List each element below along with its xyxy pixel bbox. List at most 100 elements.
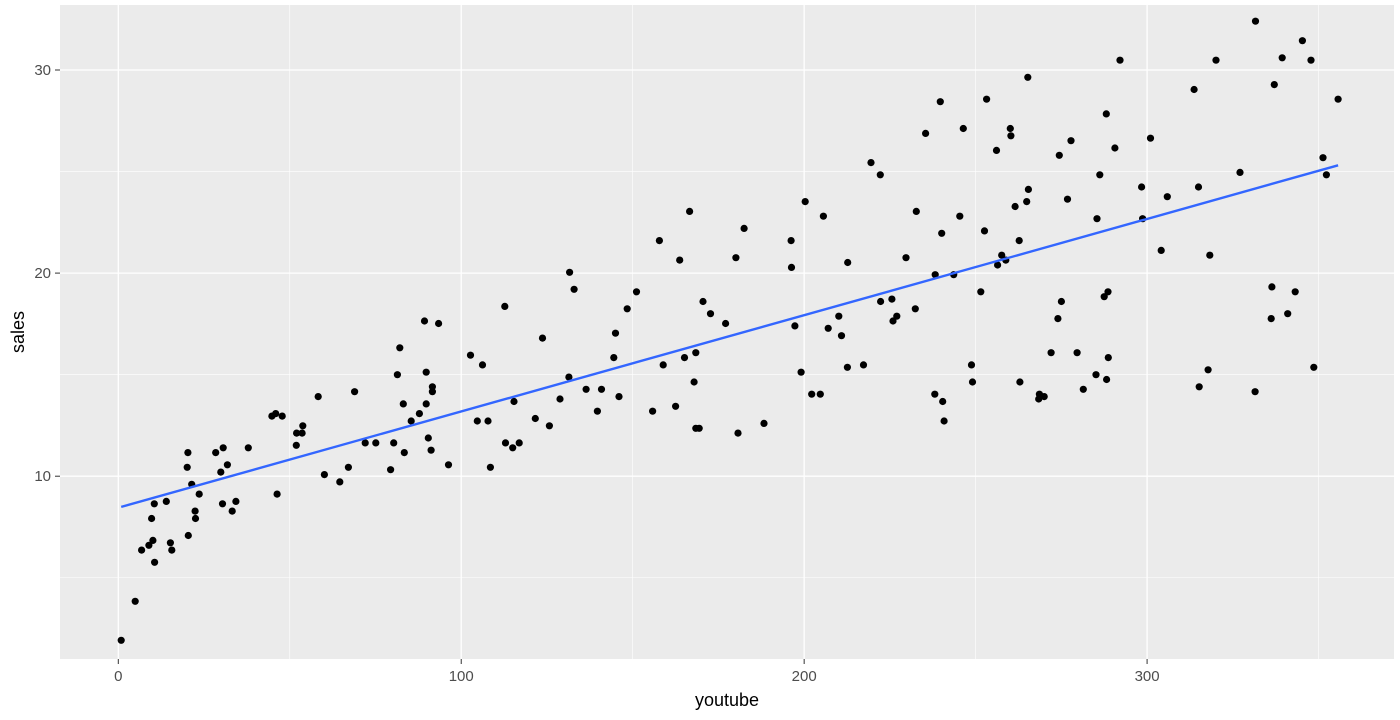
data-point [420, 317, 429, 325]
data-point [1092, 371, 1100, 379]
data-point [1291, 288, 1299, 296]
x-tick-label: 0 [114, 668, 122, 685]
y-axis-title: sales [8, 311, 28, 353]
data-points [117, 17, 1342, 644]
data-point [1102, 110, 1110, 118]
data-point [980, 227, 989, 235]
data-point [244, 444, 252, 452]
gridlines [60, 5, 1394, 659]
data-point [191, 514, 200, 523]
data-point [791, 322, 799, 330]
data-point [597, 385, 606, 393]
data-point [1268, 283, 1276, 291]
data-point [444, 461, 453, 469]
data-point [232, 497, 240, 505]
x-tick-label: 100 [449, 668, 474, 685]
fit-line-layer [120, 164, 1339, 509]
data-point [138, 546, 146, 554]
data-point [1267, 315, 1275, 323]
data-point [1111, 144, 1119, 152]
data-point [690, 378, 698, 386]
data-point [843, 363, 852, 371]
data-point [372, 439, 380, 447]
data-point [1015, 237, 1023, 245]
data-point [390, 439, 398, 447]
data-point [867, 159, 875, 167]
data-point [1063, 195, 1072, 203]
data-point [509, 444, 517, 452]
data-point [655, 237, 664, 245]
data-point [824, 324, 832, 332]
data-point [994, 261, 1002, 269]
data-point [959, 124, 967, 133]
data-point [1212, 56, 1220, 64]
data-point [400, 449, 408, 457]
data-point [968, 378, 977, 386]
data-point [515, 439, 523, 447]
plot-panel [60, 5, 1394, 659]
data-point [387, 466, 395, 474]
data-point [998, 251, 1006, 259]
data-point [150, 500, 158, 508]
data-point [1236, 168, 1244, 176]
data-point [835, 312, 843, 320]
data-point [983, 95, 991, 103]
data-point [787, 263, 796, 271]
data-point [1206, 251, 1214, 259]
data-point [399, 400, 407, 408]
data-point [510, 397, 518, 406]
data-point [876, 171, 884, 179]
data-point [1251, 17, 1260, 25]
data-point [184, 531, 192, 540]
data-point [1138, 183, 1146, 191]
data-point [1270, 81, 1278, 89]
data-point [228, 507, 236, 515]
data-point [1104, 288, 1112, 296]
data-point [992, 146, 1001, 154]
data-point [1307, 56, 1315, 64]
data-point [212, 449, 220, 457]
data-point [151, 558, 159, 566]
data-point [692, 349, 700, 357]
data-point [427, 446, 435, 454]
data-point [293, 429, 301, 437]
data-point [816, 390, 824, 398]
data-point [787, 237, 795, 245]
data-point [166, 539, 174, 547]
data-point [298, 429, 306, 437]
data-point [570, 285, 578, 293]
data-point [1096, 171, 1104, 179]
data-point [168, 546, 176, 554]
data-point [422, 368, 430, 376]
data-point [1054, 315, 1062, 323]
data-point [859, 361, 868, 369]
data-point [1067, 137, 1075, 145]
data-point [428, 383, 436, 391]
data-point [1284, 310, 1292, 318]
data-point [837, 332, 846, 340]
data-point [1057, 297, 1065, 306]
data-point [424, 434, 432, 442]
data-point [314, 393, 322, 401]
data-point [1146, 134, 1155, 142]
data-point [676, 256, 684, 264]
data-point [556, 395, 564, 403]
data-point [593, 407, 602, 415]
data-point [1024, 185, 1032, 193]
data-point [1298, 37, 1306, 45]
data-point [148, 514, 156, 523]
data-point [1163, 193, 1171, 201]
data-point [1011, 202, 1019, 211]
data-point [1023, 198, 1031, 206]
data-point [686, 207, 694, 215]
data-point [632, 288, 641, 296]
data-point [1194, 183, 1203, 191]
data-point [162, 497, 170, 505]
data-point [219, 444, 227, 452]
data-point [1016, 378, 1024, 386]
data-point [1055, 151, 1063, 159]
data-point [478, 361, 487, 369]
data-point [877, 297, 885, 306]
data-point [819, 212, 828, 220]
